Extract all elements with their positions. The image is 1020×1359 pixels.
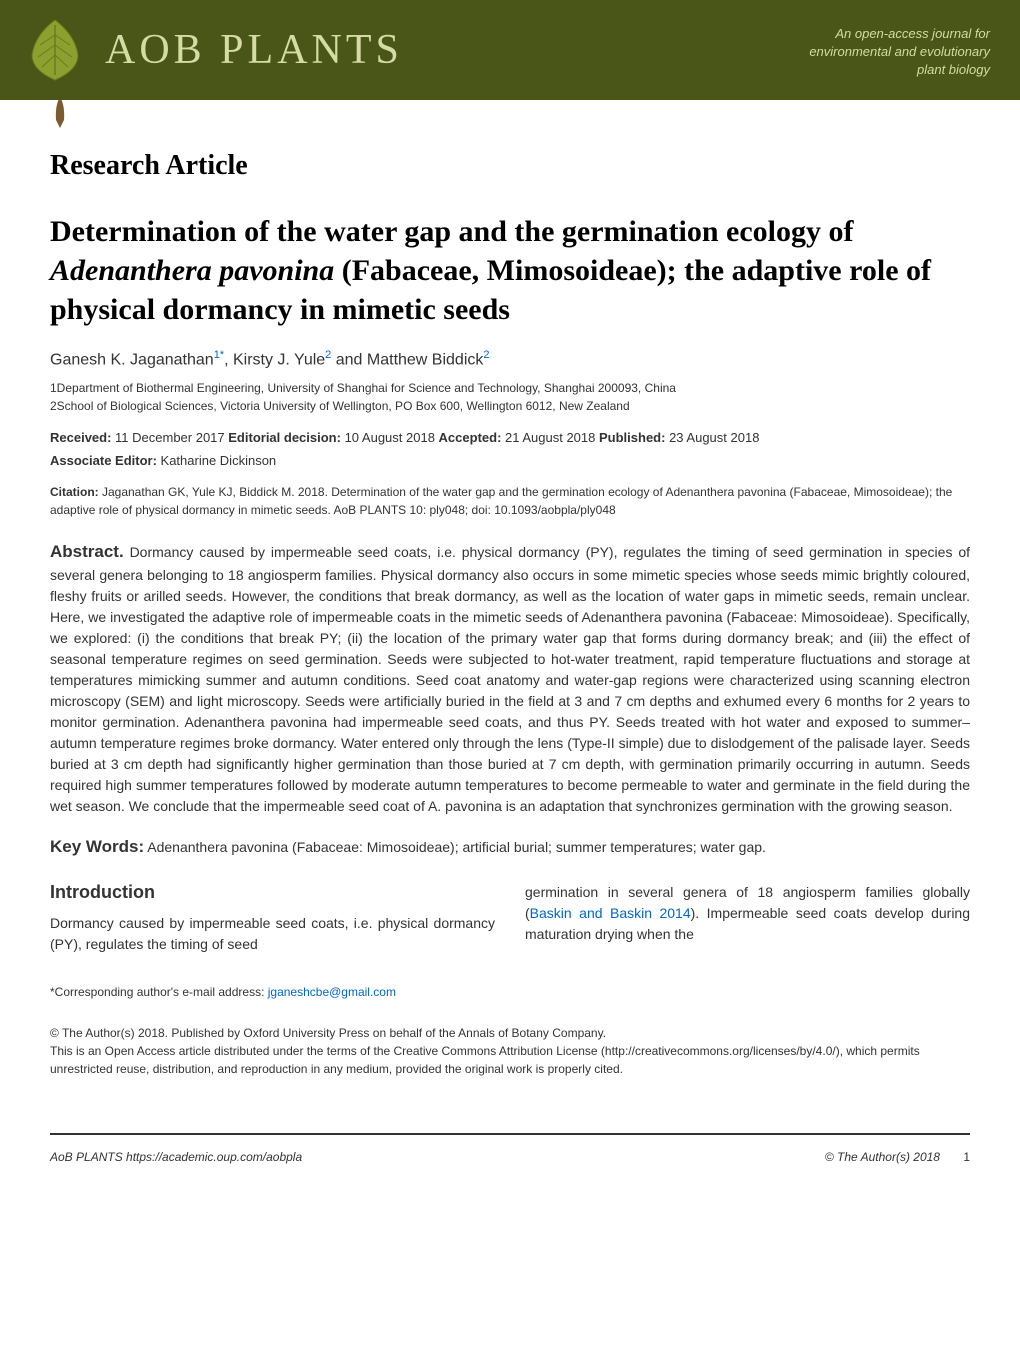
author-3-name: Matthew Biddick bbox=[367, 351, 484, 368]
affiliations: 1Department of Biothermal Engineering, U… bbox=[50, 379, 970, 415]
page-footer: AoB PLANTS https://academic.oup.com/aobp… bbox=[50, 1133, 970, 1179]
intro-text-col1: Dormancy caused by impermeable seed coat… bbox=[50, 913, 495, 955]
abstract-text: Dormancy caused by impermeable seed coat… bbox=[50, 544, 970, 814]
editorial-label: Editorial decision: bbox=[228, 430, 341, 445]
author-1-sup[interactable]: 1* bbox=[214, 349, 224, 361]
published-label: Published: bbox=[599, 430, 665, 445]
article-title: Determination of the water gap and the g… bbox=[50, 212, 970, 329]
article-type: Research Article bbox=[50, 150, 970, 182]
editorial-date: 10 August 2018 bbox=[341, 430, 439, 445]
author-sep-2: and bbox=[331, 351, 367, 368]
journal-header-banner: AOB PLANTS An open-access journal for en… bbox=[0, 0, 1020, 100]
feather-ornament bbox=[50, 95, 70, 130]
tagline-line-2: environmental and evolutionary bbox=[809, 43, 990, 61]
title-pre: Determination of the water gap and the g… bbox=[50, 215, 854, 248]
article-type-section: Research Article bbox=[0, 130, 1020, 192]
citation-label: Citation: bbox=[50, 485, 99, 499]
title-species: Adenanthera pavonina bbox=[50, 254, 334, 287]
page-number: 1 bbox=[963, 1150, 970, 1164]
corresponding-email[interactable]: jganeshcbe@gmail.com bbox=[268, 985, 396, 999]
intro-text-col2: germination in several genera of 18 angi… bbox=[525, 882, 970, 945]
editor-name: Katharine Dickinson bbox=[157, 453, 276, 468]
corresponding-text: *Corresponding author's e-mail address: bbox=[50, 985, 268, 999]
keywords-label: Key Words: bbox=[50, 837, 144, 856]
keywords-block: Key Words: Adenanthera pavonina (Fabacea… bbox=[50, 837, 970, 857]
accepted-date: 21 August 2018 bbox=[501, 430, 599, 445]
license-line-2: This is an Open Access article distribut… bbox=[50, 1042, 970, 1078]
publication-dates: Received: 11 December 2017 Editorial dec… bbox=[50, 430, 970, 445]
corresponding-author: *Corresponding author's e-mail address: … bbox=[50, 975, 495, 999]
license-block: © The Author(s) 2018. Published by Oxfor… bbox=[50, 1024, 970, 1078]
keywords-text: Adenanthera pavonina (Fabaceae: Mimosoid… bbox=[144, 839, 766, 855]
body-columns: Introduction Dormancy caused by impermea… bbox=[50, 882, 970, 999]
affiliation-2: 2School of Biological Sciences, Victoria… bbox=[50, 397, 970, 415]
published-date: 23 August 2018 bbox=[665, 430, 759, 445]
received-date: 11 December 2017 bbox=[111, 430, 228, 445]
leaf-icon bbox=[20, 15, 90, 85]
tagline-line-3: plant biology bbox=[809, 61, 990, 79]
journal-tagline: An open-access journal for environmental… bbox=[809, 25, 990, 80]
author-sep-1: , bbox=[224, 351, 233, 368]
introduction-heading: Introduction bbox=[50, 882, 495, 903]
editor-label: Associate Editor: bbox=[50, 453, 157, 468]
received-label: Received: bbox=[50, 430, 111, 445]
main-content: Determination of the water gap and the g… bbox=[0, 192, 1020, 1108]
citation-text: Jaganathan GK, Yule KJ, Biddick M. 2018.… bbox=[50, 485, 952, 517]
footer-copyright: © The Author(s) 2018 bbox=[825, 1150, 940, 1164]
accepted-label: Accepted: bbox=[439, 430, 502, 445]
journal-name: AOB PLANTS bbox=[105, 26, 403, 74]
authors-line: Ganesh K. Jaganathan1*, Kirsty J. Yule2 … bbox=[50, 349, 970, 369]
abstract-block: Abstract. Dormancy caused by impermeable… bbox=[50, 539, 970, 817]
abstract-label: Abstract. bbox=[50, 542, 124, 561]
column-left: Introduction Dormancy caused by impermea… bbox=[50, 882, 495, 999]
license-line-1: © The Author(s) 2018. Published by Oxfor… bbox=[50, 1024, 970, 1042]
reference-link[interactable]: Baskin and Baskin 2014 bbox=[530, 905, 691, 921]
citation-block: Citation: Jaganathan GK, Yule KJ, Biddic… bbox=[50, 483, 970, 519]
journal-logo-leaf bbox=[20, 15, 90, 85]
tagline-line-1: An open-access journal for bbox=[809, 25, 990, 43]
author-2-name: Kirsty J. Yule bbox=[233, 351, 325, 368]
author-3-sup[interactable]: 2 bbox=[483, 349, 489, 361]
column-right: germination in several genera of 18 angi… bbox=[525, 882, 970, 999]
affiliation-1: 1Department of Biothermal Engineering, U… bbox=[50, 379, 970, 397]
footer-left: AoB PLANTS https://academic.oup.com/aobp… bbox=[50, 1150, 302, 1164]
author-1-name: Ganesh K. Jaganathan bbox=[50, 351, 214, 368]
associate-editor: Associate Editor: Katharine Dickinson bbox=[50, 453, 970, 468]
footer-right-wrapper: © The Author(s) 2018 1 bbox=[825, 1150, 970, 1164]
